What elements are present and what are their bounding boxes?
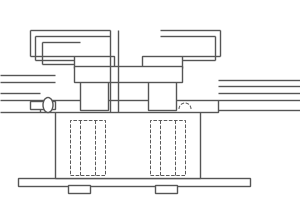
Bar <box>68 185 90 193</box>
Bar <box>74 56 114 68</box>
Bar <box>74 66 182 82</box>
Bar <box>55 110 200 178</box>
Bar <box>150 120 185 175</box>
Bar <box>18 178 250 186</box>
Bar <box>148 60 176 110</box>
Ellipse shape <box>43 98 53 112</box>
Bar <box>80 60 108 110</box>
Bar <box>30 101 55 109</box>
Bar <box>40 100 218 112</box>
Bar <box>155 185 177 193</box>
Bar <box>70 120 105 175</box>
Bar <box>142 56 182 68</box>
